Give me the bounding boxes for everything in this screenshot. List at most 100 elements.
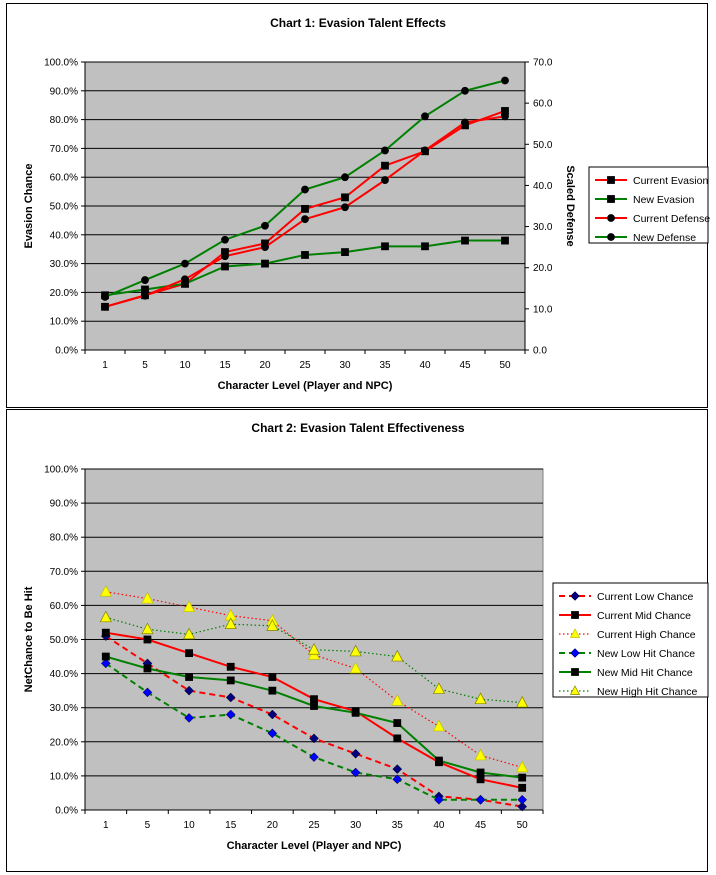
x-tick-label: 25: [308, 820, 320, 831]
data-point: [185, 649, 193, 658]
y-tick-label: 0.0%: [55, 346, 78, 357]
y2-tick-label: 40.0: [533, 181, 553, 192]
y-tick-label: 40.0%: [50, 669, 78, 680]
y-tick-label: 20.0%: [50, 288, 78, 299]
legend-marker: [570, 648, 580, 658]
data-point: [476, 775, 485, 784]
y-tick-label: 40.0%: [50, 230, 78, 241]
data-point: [184, 713, 194, 723]
data-point: [268, 686, 277, 695]
data-point: [226, 676, 235, 685]
legend: Current Low Chance Current Mid Chance Curr…: [552, 582, 709, 698]
legend-marker: [570, 591, 580, 601]
data-point: [310, 695, 318, 704]
data-point: [181, 275, 189, 284]
data-point: [381, 242, 389, 251]
series-new-mid-hit-chance: [101, 652, 527, 782]
x-tick-label: 35: [392, 820, 404, 831]
data-point: [224, 617, 237, 630]
y-tick-label: 80.0%: [50, 533, 78, 544]
x-tick-label: 30: [350, 820, 362, 831]
data-point: [221, 235, 229, 244]
data-point: [351, 708, 360, 717]
data-point: [501, 236, 509, 245]
data-point: [461, 86, 469, 95]
data-point: [474, 748, 487, 761]
data-point: [267, 728, 278, 739]
x-tick-label: 20: [259, 360, 271, 371]
legend-marker: [571, 611, 579, 619]
series-current-low-chance: [100, 631, 528, 812]
x-tick-label: 10: [184, 820, 196, 831]
data-point: [268, 673, 277, 681]
data-point: [516, 695, 529, 708]
data-point: [221, 262, 229, 271]
y2-tick-label: 50.0: [533, 140, 553, 151]
x-tick-label: 50: [517, 820, 529, 831]
data-point: [475, 794, 486, 805]
y-tick-label: 100.0%: [44, 58, 78, 69]
y-tick-label: 30.0%: [50, 259, 78, 270]
data-point: [225, 692, 236, 703]
data-point: [143, 635, 152, 644]
data-point: [301, 251, 309, 259]
data-point: [341, 248, 349, 256]
chart-2: Chart 2: Evasion Talent Effectiveness 0.0…: [23, 421, 709, 852]
data-point: [393, 734, 402, 743]
data-point: [141, 591, 154, 604]
data-point: [309, 752, 319, 762]
legend-label: Current Low Chance: [597, 591, 693, 603]
legend-label: Current High Chance: [597, 629, 696, 641]
data-point: [381, 146, 389, 155]
data-point: [350, 767, 361, 778]
legend-marker: [571, 668, 579, 676]
chart-1: Chart 1: Evasion Talent Effects 0.0% 10.0%…: [23, 16, 710, 392]
x-tick-label: 35: [379, 360, 391, 371]
y-tick-label: 30.0%: [50, 703, 78, 714]
data-point: [518, 783, 527, 792]
data-point: [301, 204, 309, 213]
data-point: [183, 627, 196, 640]
data-point: [185, 673, 193, 681]
legend-box: [552, 582, 709, 698]
legend-label: Current Evasion: [633, 175, 708, 187]
y2-tick-label: 60.0: [533, 99, 553, 110]
series-line: [105, 591, 523, 768]
series-new-defense: [101, 76, 509, 301]
y2-tick-label: 20.0: [533, 263, 553, 274]
data-point: [141, 276, 149, 284]
data-point: [421, 242, 429, 251]
x-tick-label: 30: [339, 360, 351, 371]
x-tick-label: 1: [103, 820, 109, 831]
data-point: [181, 259, 189, 268]
data-point: [266, 619, 279, 631]
data-point: [307, 642, 321, 655]
data-point: [432, 719, 445, 732]
data-point: [301, 215, 309, 224]
data-point: [99, 610, 112, 623]
data-point: [349, 661, 362, 674]
legend-marker: [607, 233, 615, 241]
data-point: [226, 662, 235, 671]
series-new-high-hit-chance: [99, 610, 529, 708]
data-point: [432, 682, 445, 694]
data-point: [349, 644, 362, 657]
legend-label: New Defense: [633, 232, 696, 244]
legend-label: New High Hit Chance: [597, 686, 698, 698]
data-point: [392, 774, 403, 785]
legend-label: Current Defense: [633, 213, 710, 225]
y-tick-label: 10.0%: [50, 771, 78, 782]
legend-marker: [607, 195, 615, 203]
y-tick-label: 0.0%: [55, 806, 78, 817]
y-tick-label: 10.0%: [50, 317, 78, 328]
data-point: [184, 685, 194, 696]
y-axis-label: NetChance to Be Hit: [23, 586, 35, 692]
data-point: [350, 748, 361, 759]
data-point: [341, 193, 349, 202]
data-point: [461, 236, 469, 245]
y2-axis-label: Scaled Defense: [564, 165, 576, 246]
data-point: [393, 719, 402, 727]
legend-label: New Evasion: [633, 194, 694, 206]
legend-marker: [569, 685, 581, 695]
series-new-low-hit-chance: [100, 658, 528, 805]
